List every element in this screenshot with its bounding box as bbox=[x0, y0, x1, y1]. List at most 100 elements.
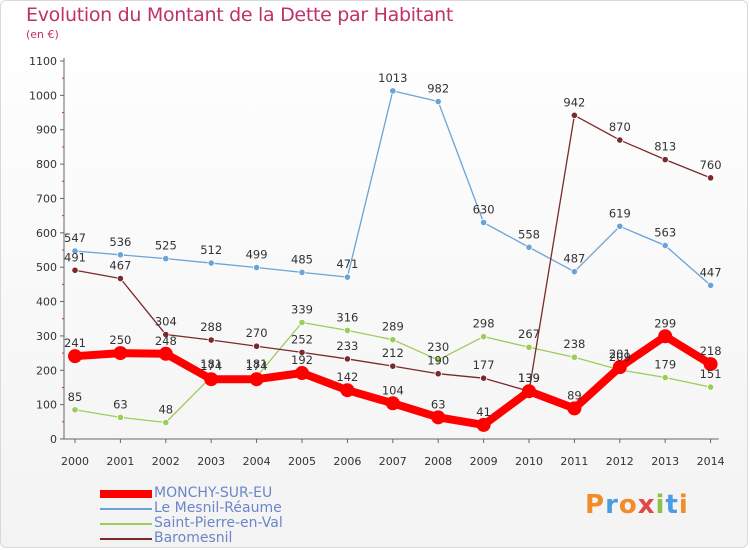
data-label: 547 bbox=[64, 231, 86, 245]
data-point bbox=[343, 326, 351, 335]
data-point bbox=[706, 281, 715, 289]
x-tick-label: 2009 bbox=[470, 455, 498, 468]
x-tick-label: 2003 bbox=[197, 455, 225, 468]
x-tick-label: 2012 bbox=[606, 455, 634, 468]
data-point bbox=[71, 247, 79, 255]
data-label: 619 bbox=[609, 206, 631, 220]
data-label: 248 bbox=[155, 334, 177, 348]
y-tick-label: 800 bbox=[36, 158, 57, 171]
legend-item-monchy[interactable]: MONCHY-SUR-EU bbox=[100, 486, 283, 501]
x-tick-label: 2005 bbox=[288, 455, 316, 468]
y-tick-label: 600 bbox=[36, 227, 57, 240]
data-point bbox=[522, 384, 536, 399]
y-tick-label: 200 bbox=[36, 364, 57, 377]
data-label: 63 bbox=[431, 397, 446, 411]
data-label: 233 bbox=[336, 339, 358, 353]
data-label: 558 bbox=[518, 227, 540, 241]
data-label: 499 bbox=[246, 248, 268, 262]
data-label: 471 bbox=[336, 257, 358, 271]
legend-swatch-monchy bbox=[100, 489, 152, 498]
x-tick-label: 2014 bbox=[697, 455, 725, 468]
data-point bbox=[113, 346, 128, 361]
data-label: 41 bbox=[476, 405, 491, 419]
data-point bbox=[253, 342, 261, 350]
data-point bbox=[525, 343, 533, 351]
data-label: 174 bbox=[246, 359, 268, 373]
y-tick-label: 300 bbox=[36, 330, 57, 343]
data-point bbox=[253, 263, 261, 272]
legend-item-baromesnil[interactable]: Baromesnil bbox=[100, 531, 283, 546]
data-label: 304 bbox=[155, 315, 177, 329]
data-point bbox=[343, 273, 351, 281]
legend-label-saint-pierre: Saint-Pierre-en-Val bbox=[154, 515, 283, 531]
x-tick-label: 2004 bbox=[243, 455, 271, 468]
data-label: 813 bbox=[654, 140, 676, 154]
data-point bbox=[567, 401, 582, 416]
data-label: 1013 bbox=[378, 71, 407, 85]
x-tick-label: 2007 bbox=[379, 455, 407, 468]
data-point bbox=[570, 353, 579, 361]
data-point bbox=[116, 413, 125, 421]
data-label: 982 bbox=[427, 82, 449, 96]
data-label: 201 bbox=[609, 347, 631, 361]
data-point bbox=[703, 357, 718, 372]
data-point bbox=[158, 346, 173, 361]
data-label: 230 bbox=[427, 340, 449, 354]
data-point bbox=[612, 360, 627, 375]
data-point bbox=[479, 218, 488, 227]
data-point bbox=[295, 366, 309, 381]
data-label: 85 bbox=[68, 390, 83, 404]
data-point bbox=[207, 259, 215, 267]
legend-swatch-mesnil bbox=[100, 507, 152, 510]
data-label: 139 bbox=[518, 371, 540, 385]
data-label: 760 bbox=[700, 158, 722, 172]
y-tick-label: 700 bbox=[36, 192, 57, 205]
data-label: 179 bbox=[654, 357, 676, 371]
data-point bbox=[525, 243, 533, 251]
data-label: 174 bbox=[200, 359, 222, 373]
y-tick-label: 500 bbox=[36, 261, 57, 274]
data-label: 212 bbox=[382, 346, 404, 360]
x-tick-label: 2010 bbox=[515, 455, 543, 468]
data-label: 48 bbox=[158, 403, 173, 417]
data-label: 151 bbox=[700, 367, 722, 381]
y-tick-label: 900 bbox=[36, 124, 57, 137]
data-label: 512 bbox=[200, 243, 222, 257]
data-label: 89 bbox=[567, 388, 582, 402]
data-label: 209 bbox=[609, 350, 631, 364]
legend-item-mesnil[interactable]: Le Mesnil-Réaume bbox=[100, 501, 283, 516]
y-tick-label: 1100 bbox=[29, 55, 57, 68]
data-point bbox=[340, 383, 355, 398]
data-label: 267 bbox=[518, 327, 540, 341]
data-label: 181 bbox=[246, 357, 268, 371]
y-tick-label: 0 bbox=[50, 433, 57, 446]
data-point bbox=[343, 355, 351, 363]
data-point bbox=[434, 97, 442, 106]
data-point bbox=[298, 348, 306, 357]
data-point bbox=[658, 329, 673, 344]
data-point bbox=[431, 410, 446, 425]
legend-swatch-saint-pierre bbox=[100, 522, 152, 525]
legend-label-monchy: MONCHY-SUR-EU bbox=[154, 485, 273, 501]
data-point bbox=[116, 251, 125, 259]
data-label: 485 bbox=[291, 252, 313, 266]
data-label: 289 bbox=[382, 320, 404, 334]
data-label: 942 bbox=[563, 95, 585, 109]
x-tick-label: 2002 bbox=[152, 455, 180, 468]
legend-swatch-baromesnil bbox=[100, 537, 152, 540]
data-label: 250 bbox=[109, 333, 131, 347]
x-tick-label: 2008 bbox=[424, 455, 452, 468]
chart-subtitle: (en €) bbox=[26, 28, 59, 41]
data-point bbox=[68, 349, 82, 364]
data-point bbox=[298, 268, 306, 276]
chart-legend: MONCHY-SUR-EU Le Mesnil-Réaume Saint-Pie… bbox=[100, 486, 283, 546]
data-point bbox=[385, 396, 400, 411]
data-point bbox=[71, 266, 79, 274]
data-label: 316 bbox=[336, 310, 358, 324]
data-point bbox=[476, 417, 491, 432]
data-point bbox=[298, 318, 306, 327]
legend-item-saint-pierre[interactable]: Saint-Pierre-en-Val bbox=[100, 516, 283, 531]
data-point bbox=[661, 241, 669, 250]
data-point bbox=[71, 406, 79, 414]
